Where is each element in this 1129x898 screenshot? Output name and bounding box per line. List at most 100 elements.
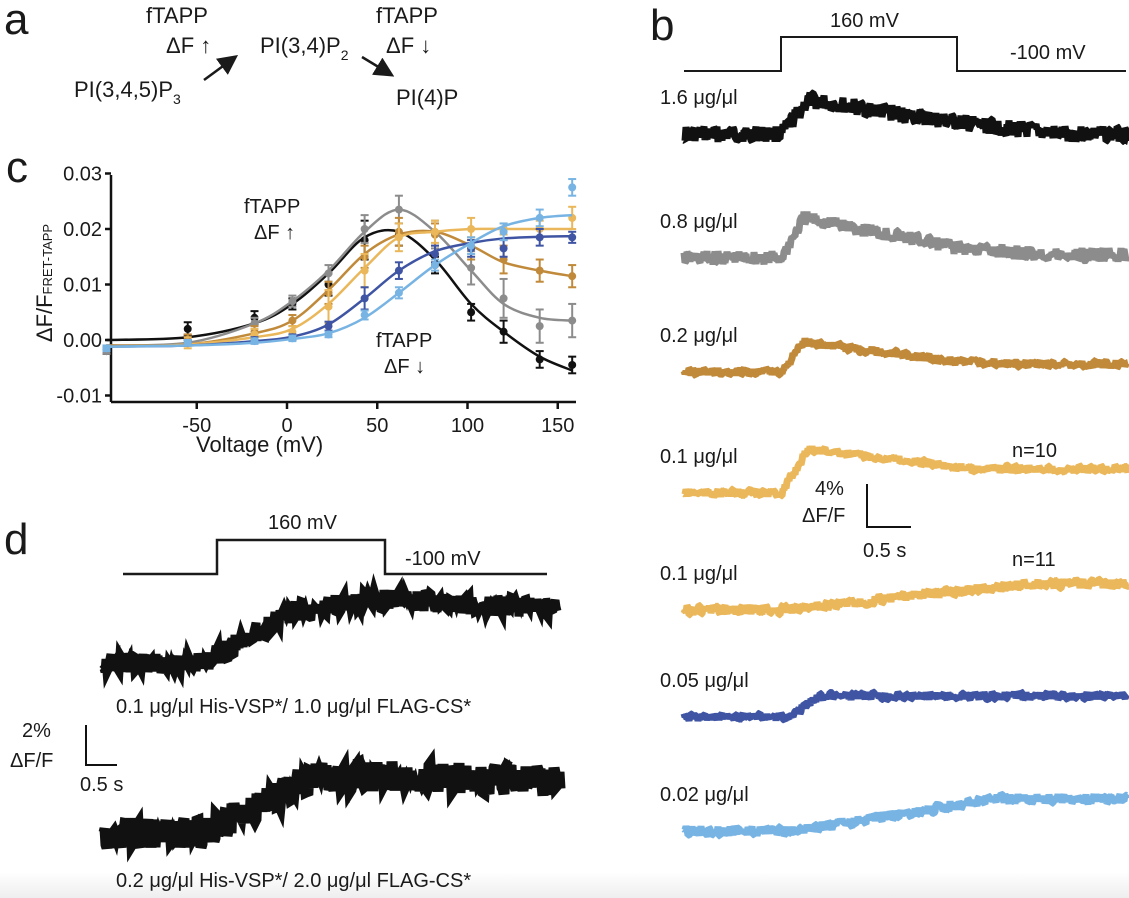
b-trace-label-5: 0.05 μg/μl (660, 670, 749, 692)
substrate-subscript: 3 (173, 91, 181, 107)
data-point (535, 266, 544, 275)
b-trace-label-0: 1.6 μg/μl (660, 87, 738, 109)
data-point (288, 297, 297, 306)
d-scale-bar (85, 725, 117, 766)
substrate-label: PI(3,4,5)P3 (74, 78, 181, 111)
data-point (568, 183, 577, 192)
d-scale-y-unit: ΔF/F (10, 750, 54, 772)
data-point (250, 337, 259, 346)
b-trace-5 (680, 688, 1129, 724)
x-tick-label: 100 (451, 415, 484, 437)
panel-label-a: a (4, 0, 29, 44)
b-voltage-step (684, 36, 1126, 72)
d-voltage-step (123, 538, 547, 576)
panel-label-d: d (4, 515, 29, 564)
b-trace-label-3: 0.1 μg/μl (660, 446, 738, 468)
b-trace-label-6: 0.02 μg/μl (660, 784, 749, 806)
chart-annotation-down-change: ΔF ↓ (384, 356, 426, 378)
data-point (183, 324, 192, 333)
bottom-edge-band (0, 872, 1129, 898)
right-probe-label: fTAPP (376, 3, 438, 28)
d-trace-2 (98, 748, 566, 863)
b-step-low-label: -100 mV (1010, 42, 1086, 64)
data-point (499, 244, 508, 253)
y-tick-label: 0.01 (63, 275, 102, 297)
b-scale-x-label: 0.5 s (863, 540, 907, 562)
data-point (568, 316, 577, 325)
intermediate-subscript: 2 (340, 47, 349, 63)
b-trace-n-4: n=11 (1012, 549, 1056, 571)
intermediate-text: PI(3,4)P (260, 33, 341, 58)
b-trace-label-2: 0.2 μg/μl (660, 325, 738, 347)
data-point (324, 302, 333, 311)
data-point (394, 266, 403, 275)
data-point (535, 322, 544, 331)
b-trace-4 (680, 575, 1129, 619)
data-point (568, 233, 577, 242)
data-point (568, 272, 577, 281)
y-tick-label: 0.03 (63, 164, 102, 186)
b-step-high-label: 160 mV (830, 10, 899, 32)
d-scale-y-label: 2% (22, 720, 51, 742)
y-tick-label: 0.00 (63, 330, 102, 352)
data-point (360, 266, 369, 275)
b-scale-y-unit: ΔF/F (802, 505, 846, 527)
d-trace2-label: 0.2 μg/μl His-VSP*/ 2.0 μg/μl FLAG-CS* (116, 870, 472, 892)
data-point (324, 330, 333, 339)
chart-x-axis-label: Voltage (mV) (196, 432, 324, 457)
chart-annotation-down-probe: fTAPP (376, 330, 433, 352)
y-tick-label: 0.02 (63, 219, 102, 241)
data-point (467, 241, 476, 250)
data-point (360, 225, 369, 233)
b-trace-3 (681, 445, 1129, 500)
right-change-label: ΔF ↓ (386, 33, 432, 58)
data-point (499, 294, 508, 303)
d-trace1-label: 0.1 μg/μl His-VSP*/ 1.0 μg/μl FLAG-CS* (116, 696, 472, 718)
b-trace-label-1: 0.8 μg/μl (660, 211, 738, 233)
b-trace-2 (680, 337, 1129, 379)
panel-label-c: c (6, 143, 28, 192)
b-trace-6 (681, 790, 1129, 840)
b-scale-bar (866, 484, 911, 528)
data-point (288, 316, 297, 325)
data-point (431, 261, 440, 270)
data-point (360, 311, 369, 320)
data-point (568, 360, 577, 369)
data-point (360, 294, 369, 303)
substrate-text: PI(3,4,5)P (74, 77, 174, 102)
b-trace-n-3: n=10 (1012, 440, 1057, 462)
d-step-low-label: -100 mV (405, 548, 481, 570)
d-trace-1 (99, 573, 562, 689)
panel-label-b: b (650, 1, 675, 50)
b-trace-label-4: 0.1 μg/μl (660, 563, 738, 585)
left-probe-label: fTAPP (146, 3, 208, 28)
data-point (467, 263, 476, 272)
data-point (394, 233, 403, 242)
x-tick-label: 50 (366, 415, 388, 437)
product-label: PI(4)P (396, 85, 459, 110)
data-point (535, 233, 544, 242)
data-point (102, 344, 111, 353)
left-change-label: ΔF ↑ (166, 33, 212, 58)
y-tick-label: -0.01 (56, 386, 102, 408)
data-point (431, 249, 440, 258)
b-trace-0 (681, 89, 1129, 145)
chart-annotation-up-change: ΔF ↑ (254, 222, 296, 244)
data-point (394, 288, 403, 297)
b-trace-1 (680, 211, 1129, 266)
chart-annotation-up-probe: fTAPP (244, 196, 301, 218)
d-scale-x-label: 0.5 s (80, 774, 124, 796)
data-point (394, 205, 403, 214)
data-point (288, 334, 297, 343)
x-tick-label: 150 (541, 415, 574, 437)
data-point (467, 225, 476, 233)
data-point (324, 322, 333, 331)
data-point (499, 227, 508, 236)
data-point (467, 308, 476, 317)
intermediate-label: PI(3,4)P2 (260, 34, 349, 67)
data-point (324, 269, 333, 278)
data-point (499, 327, 508, 336)
